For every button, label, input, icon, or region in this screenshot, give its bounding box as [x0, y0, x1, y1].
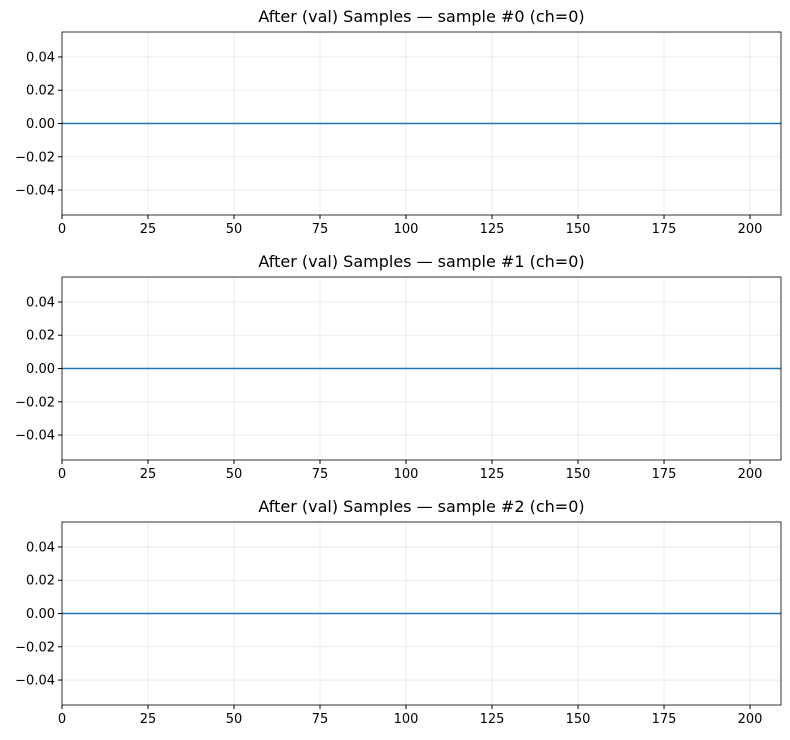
x-tick-label: 125: [480, 712, 505, 727]
y-tick-label: 0.04: [26, 540, 55, 555]
chart-title: After (val) Samples — sample #0 (ch=0): [258, 7, 584, 26]
y-tick-label: −0.02: [15, 150, 55, 165]
y-tick-label: 0.04: [26, 295, 55, 310]
x-tick-label: 75: [312, 712, 329, 727]
subplot-1: 0 25 50 75 100 125 150 175 200 −0.04 −0.02 0.00 0.02…: [15, 252, 782, 482]
y-tick-label: 0.00: [26, 607, 55, 622]
y-tick-label: 0.02: [26, 84, 55, 99]
x-tick-label: 150: [566, 712, 591, 727]
subplot-0: 0 25 50 75 100 125 150 175 200 −0.04 −0.02 0.00 0.02…: [15, 7, 782, 237]
x-tick-label: 200: [738, 712, 763, 727]
x-tick-label: 0: [58, 222, 66, 237]
x-tick-label: 200: [738, 222, 763, 237]
x-tick-label: 25: [140, 712, 157, 727]
y-tick-label: 0.02: [26, 574, 55, 589]
x-tick-label: 175: [652, 467, 677, 482]
y-tick-label: 0.00: [26, 362, 55, 377]
x-tick-label: 50: [226, 222, 243, 237]
chart-title: After (val) Samples — sample #1 (ch=0): [258, 252, 584, 271]
x-tick-label: 25: [140, 467, 157, 482]
x-tick-label: 50: [226, 712, 243, 727]
x-tick-label: 50: [226, 467, 243, 482]
x-tick-label: 100: [394, 712, 419, 727]
x-tick-label: 0: [58, 712, 66, 727]
x-tick-label: 125: [480, 222, 505, 237]
y-tick-label: 0.02: [26, 329, 55, 344]
x-tick-label: 100: [394, 222, 419, 237]
x-tick-label: 25: [140, 222, 157, 237]
x-tick-label: 100: [394, 467, 419, 482]
x-tick-label: 150: [566, 222, 591, 237]
y-tick-label: 0.04: [26, 50, 55, 65]
x-tick-label: 75: [312, 467, 329, 482]
y-tick-label: 0.00: [26, 117, 55, 132]
subplot-2: 0 25 50 75 100 125 150 175 200 −0.04 −0.02 0.00 0.02…: [15, 497, 782, 727]
x-tick-label: 150: [566, 467, 591, 482]
y-tick-label: −0.04: [15, 429, 55, 444]
y-tick-label: −0.02: [15, 640, 55, 655]
y-tick-label: −0.04: [15, 674, 55, 689]
x-tick-label: 125: [480, 467, 505, 482]
x-tick-label: 0: [58, 467, 66, 482]
y-tick-label: −0.04: [15, 184, 55, 199]
y-tick-label: −0.02: [15, 395, 55, 410]
chart-title: After (val) Samples — sample #2 (ch=0): [258, 497, 584, 516]
x-tick-label: 75: [312, 222, 329, 237]
x-tick-label: 175: [652, 712, 677, 727]
x-tick-label: 175: [652, 222, 677, 237]
x-tick-label: 200: [738, 467, 763, 482]
